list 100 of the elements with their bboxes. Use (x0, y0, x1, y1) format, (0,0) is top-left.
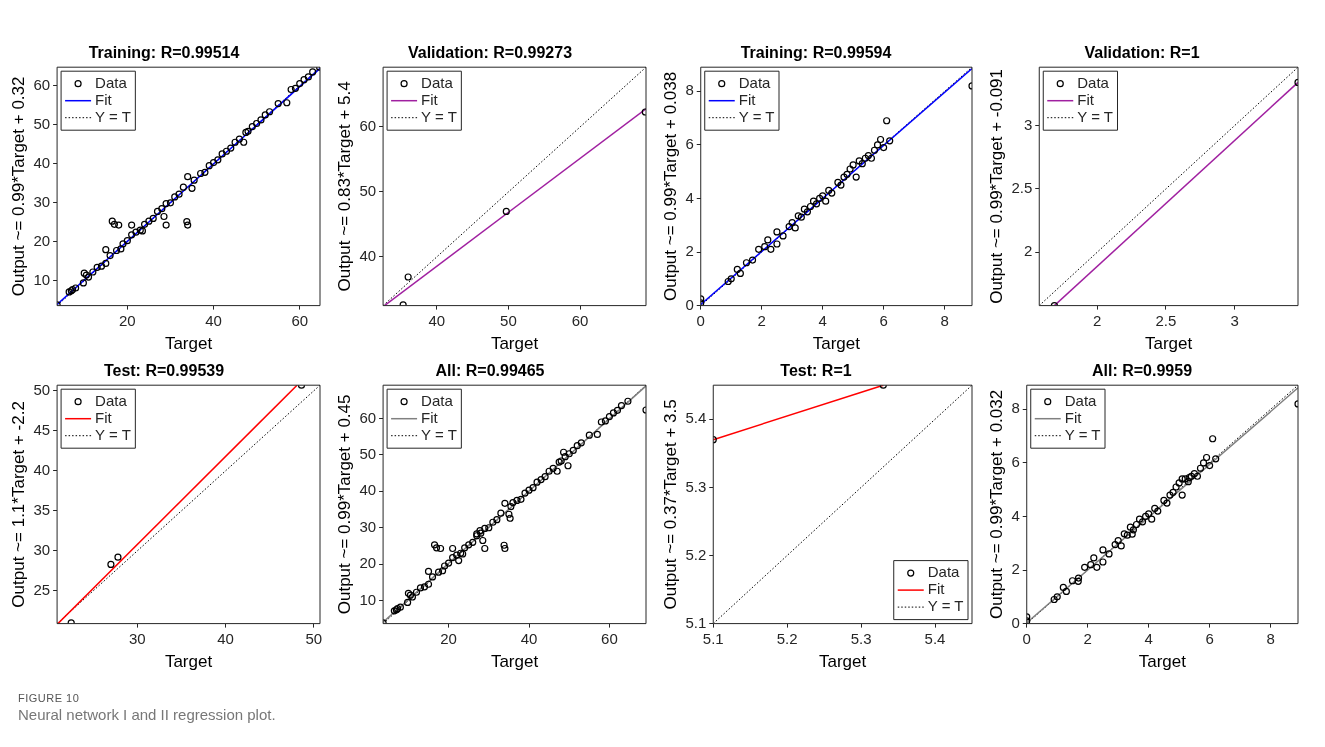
y-axis-title: Output ~= 1.1*Target + -2.2 (8, 401, 28, 608)
y-tick-label: 20 (33, 232, 51, 250)
point (1175, 479, 1183, 487)
legend-label: Y = T (95, 425, 131, 443)
x-tick-label: 5.4 (924, 629, 946, 647)
point (1178, 475, 1186, 483)
point (1074, 574, 1083, 582)
x-tick-label: 6 (879, 311, 888, 329)
x-axis-title: Target (819, 652, 867, 672)
point (1212, 455, 1220, 463)
y-tick-label: 35 (33, 500, 51, 518)
point (837, 181, 845, 189)
point (1160, 496, 1168, 504)
x-axis-title: Target (1145, 334, 1193, 354)
point (404, 273, 412, 281)
point (1090, 554, 1098, 562)
y-tick-label: 60 (33, 75, 51, 93)
y-tick-label: 5.4 (685, 409, 707, 427)
chart-title: Test: R=1 (780, 362, 852, 380)
legend-label: Y = T (1077, 107, 1113, 125)
point (1132, 520, 1141, 529)
chart-title: Validation: R=1 (1084, 44, 1200, 62)
x-axis-title: Target (490, 334, 539, 354)
point (825, 186, 833, 195)
y-tick-label: 3 (1023, 115, 1033, 133)
point (1154, 507, 1162, 515)
point (785, 222, 793, 231)
point (1062, 587, 1070, 596)
y-tick-label: 60 (359, 117, 377, 135)
legend-label: Data (1064, 391, 1098, 409)
point (1059, 583, 1067, 592)
point (819, 192, 827, 200)
point (1206, 461, 1214, 470)
y-tick-label: 0 (685, 295, 694, 313)
point (1129, 526, 1138, 534)
point (502, 207, 510, 216)
point (1166, 491, 1174, 499)
x-tick-label: 40 (205, 311, 222, 329)
point (852, 173, 860, 181)
chart-title: Training: R=0.99594 (740, 44, 892, 62)
point (1148, 515, 1156, 523)
point (864, 152, 872, 160)
caption: FIGURE 10 (18, 692, 81, 704)
x-tick-label: 40 (520, 629, 538, 647)
point (1193, 472, 1202, 480)
point (1074, 577, 1082, 585)
y-tick-label: 50 (33, 380, 51, 398)
y-tick-label: 4 (685, 188, 694, 206)
x-tick-label: 6 (1205, 629, 1214, 647)
y-axis-title: Output ~= 0.99*Target + 0.038 (660, 71, 680, 301)
point (803, 208, 812, 216)
y-tick-label: 30 (359, 517, 377, 535)
y-tick-label: 25 (33, 580, 51, 598)
x-tick-label: 5.2 (776, 629, 798, 647)
point (736, 269, 744, 278)
x-tick-label: 2 (1083, 629, 1092, 647)
legend-label: Y = T (1064, 425, 1101, 443)
x-tick-label: 4 (1144, 629, 1153, 647)
point (1190, 470, 1198, 478)
y-tick-label: 60 (359, 408, 377, 426)
x-tick-label: 20 (440, 629, 457, 647)
point (1142, 512, 1150, 521)
point (114, 553, 122, 561)
x-tick-label: 40 (428, 311, 446, 329)
legend-label: Data (421, 391, 454, 409)
y-tick-label: 8 (685, 81, 694, 99)
legend-label: Data (95, 391, 128, 409)
y-tick-label: 45 (33, 420, 51, 438)
point (834, 178, 842, 186)
y-tick-label: 30 (33, 540, 51, 558)
y-axis-title: Output ~= 0.37*Target + 3.5 (660, 399, 680, 610)
y-tick-label: 40 (33, 153, 51, 171)
y-axis-title: Output ~= 0.99*Target + 0.45 (334, 394, 354, 615)
y-tick-label: 5.1 (685, 613, 707, 631)
point (761, 243, 769, 251)
point (1135, 515, 1144, 523)
legend-label: Y = T (421, 107, 457, 125)
y-tick-label: 30 (33, 192, 51, 210)
y-tick-label: 40 (359, 247, 377, 265)
point (727, 275, 735, 283)
point (855, 157, 863, 165)
point (1093, 563, 1101, 571)
legend-label: Y = T (927, 597, 964, 615)
y-axis-title: Output ~= 0.99*Target + 0.32 (8, 76, 28, 297)
point (791, 224, 799, 232)
x-tick-label: 2 (757, 311, 766, 329)
point (748, 256, 757, 264)
y-tick-label: 10 (33, 271, 51, 289)
y-tick-label: 40 (33, 460, 51, 478)
x-axis-title: Target (1138, 652, 1187, 672)
point (779, 232, 787, 240)
x-tick-label: 3 (1230, 311, 1239, 329)
point (883, 117, 891, 125)
y-tick-label: 5.2 (685, 545, 707, 563)
x-tick-label: 60 (571, 311, 589, 329)
point (1126, 523, 1134, 531)
y-axis-title: Output ~= 0.83*Target + 5.4 (334, 81, 354, 292)
point (773, 228, 781, 236)
point (849, 161, 857, 169)
point (1202, 453, 1211, 462)
